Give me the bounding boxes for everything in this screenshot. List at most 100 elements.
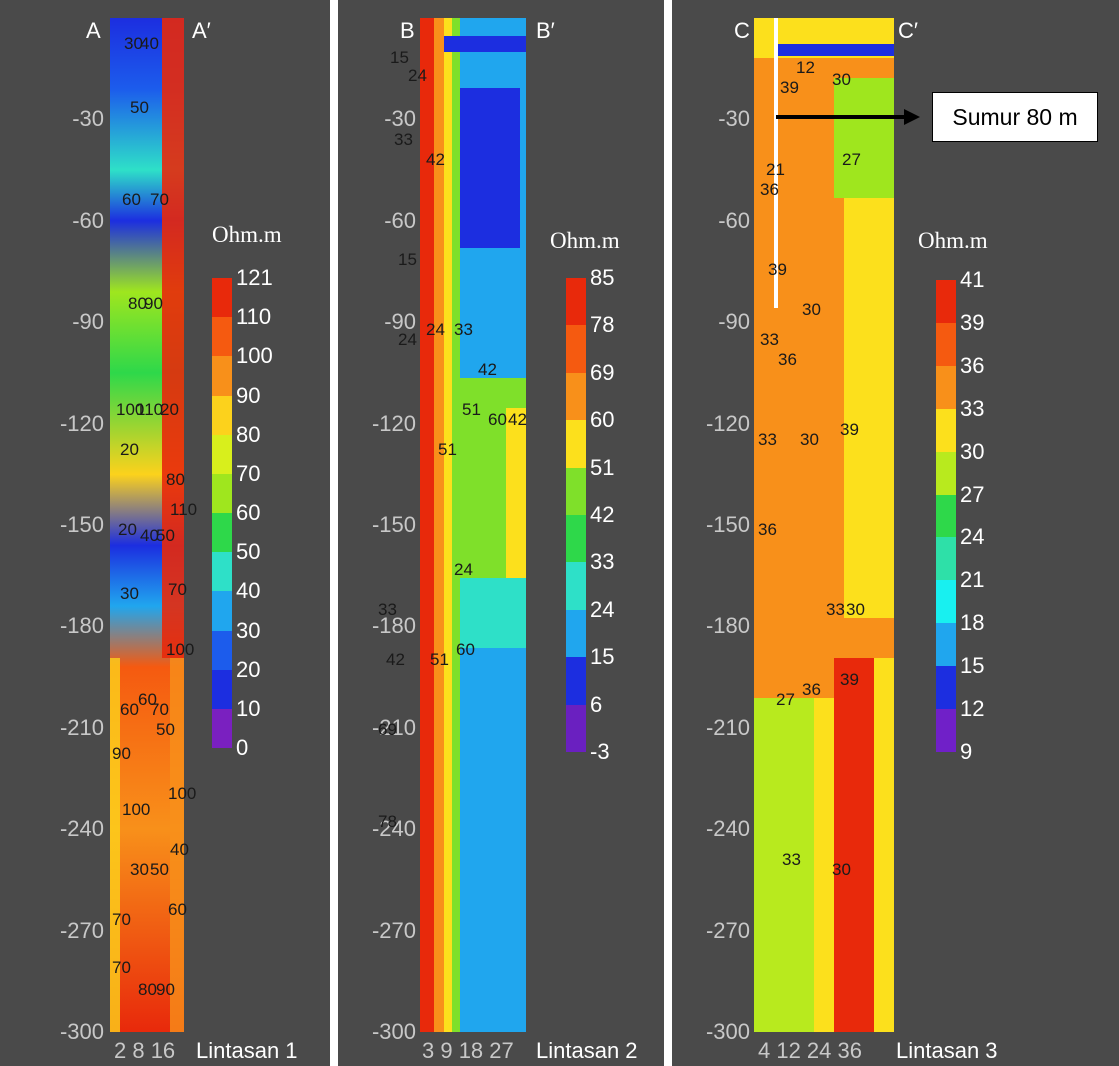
colorbar-segment [566,515,586,563]
panel-lintasan-3: C C′ Ohm.m Lintasan 3 4 12 24 36 -30 -60 -… [672,0,1119,1066]
contour-label: 33 [454,320,473,339]
contour-label: 60 [138,690,157,709]
panel-lintasan-2: B B′ Ohm.m Lintasan 2 3 9 18 27 -30 -60 -9… [338,0,664,1066]
contour-label: 100 [122,800,151,819]
colorbar-tick-label: 121 [236,265,273,290]
y-tick-label: -120 [59,410,104,436]
contour-label: 20 [120,440,139,459]
colorbar-tick-label: 41 [960,267,985,292]
contour-label: 39 [840,670,859,689]
contour-label: 51 [438,440,457,459]
colorbar-segment [936,623,956,667]
y-tick-label: -270 [59,917,104,943]
colorbar-segment [566,609,586,658]
contour-label: 80 [128,294,147,313]
contour-label: 110 [136,400,164,419]
contour-label: 36 [760,180,779,199]
contour-label: 33 [782,850,801,869]
contour-label: 27 [776,690,795,709]
colorbar-segment [936,408,956,453]
colorbar-tick-label: 51 [590,454,615,480]
colorbar-segment [936,451,956,496]
colorbar-tick-label: 60 [590,407,615,433]
contour-label: 33 [758,430,777,449]
colorbar-gradient [566,278,586,753]
contour-label: 33 [826,600,845,619]
colorbar-segment [212,669,232,710]
colorbar-segment [936,537,956,581]
colorbar-tick-label: 70 [236,460,261,486]
y-tick-label: -90 [72,309,104,335]
colorbar-tick-label: 21 [960,567,985,593]
panel-label: Lintasan 2 [536,1038,638,1063]
section-start-label: A [86,18,101,43]
contour-label: 42 [386,650,405,669]
contour-label: 90 [156,980,175,999]
colorbar-segment [566,420,586,469]
y-tick-label: -270 [371,917,416,943]
contour-label: 100 [116,400,145,419]
section-end-label: C′ [898,18,919,43]
colorbar-tick-label: 78 [590,312,615,338]
y-tick-label: -180 [705,613,750,639]
y-tick-label: -210 [59,714,104,740]
y-tick-label: -90 [384,309,416,335]
contour-label: 21 [766,160,785,179]
contour-label: 50 [156,526,175,545]
contour-label: 30 [800,430,819,449]
contour-label: 42 [426,150,445,169]
contour-label: 36 [758,520,777,539]
contour-label: 100 [166,640,195,659]
contour-label: 70 [150,700,169,719]
contour-label: 70 [150,190,169,209]
colorbar-tick-label: 60 [236,500,261,525]
colorbar-segment [936,580,956,624]
contour-label: 42 [508,410,527,429]
colorbar-tick-label: 42 [590,502,615,527]
y-tick-label: -150 [705,512,750,537]
colorbar-segment [212,356,232,396]
resistivity-section-3 [754,18,894,1032]
y-tick-label: -180 [59,613,104,639]
y-tick-label: -90 [718,309,750,335]
contour-label: 60 [456,640,475,659]
colorbar-segment [212,395,232,436]
contour-label: 50 [150,860,169,879]
contour-label: 78 [378,812,397,831]
contour-label: 30 [846,600,865,619]
y-tick-label: -150 [59,512,104,537]
colorbar-tick-label: 10 [236,695,261,721]
contour-label: 39 [768,260,787,279]
y-tick-label: -240 [371,816,416,842]
contour-label: 70 [168,580,187,599]
colorbar-segment [936,494,956,538]
colorbar-segment [936,280,956,324]
colorbar-segment [566,562,586,611]
colorbar-segment [212,473,232,514]
panel-label: Lintasan 1 [196,1038,298,1063]
colorbar-segment [212,630,232,671]
colorbar-unit: Ohm.m [212,222,282,247]
contour-label: 80 [166,470,185,489]
colorbar-tick-label: 15 [960,653,985,679]
colorbar-segment [566,325,586,374]
colorbar-tick-label: 30 [960,438,985,464]
y-tick-label: -150 [371,512,416,537]
colorbar-tick-label: 110 [236,304,272,330]
contour-label: 30 [832,70,851,89]
resistivity-map-1 [110,18,184,1032]
contour-label: 90 [112,744,131,763]
contour-label: 40 [140,526,159,545]
colorbar-gradient [212,278,232,749]
contour-label: 36 [802,680,821,699]
colorbar-segment [936,666,956,710]
y-tick-label: -270 [705,917,750,943]
contour-label: 30 [124,34,143,53]
colorbar-segment [212,513,232,553]
colorbar-tick-label: 24 [590,596,615,622]
colorbar-unit: Ohm.m [918,228,988,253]
colorbar-segment [212,591,232,631]
section-start-label: C [734,18,750,43]
y-tick-label: -60 [718,207,750,233]
y-tick-label: -210 [371,714,416,740]
